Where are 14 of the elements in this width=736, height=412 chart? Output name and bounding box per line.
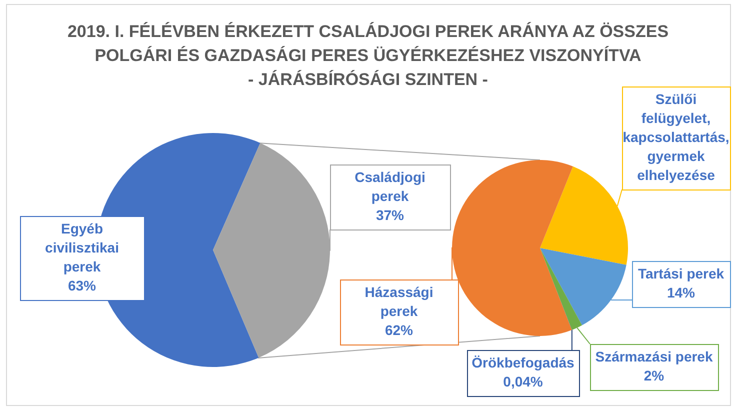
chart-title: 2019. I. FÉLÉVBEN ÉRKEZETT CSALÁDJOGI PEREK ARÁNYA AZ ÖSSZES POLGÁRI ÉS GAZDASÁGI PERES ÜGYÉRKEZÉSHEZ VISZONYÍTVA - JÁRÁSBÍRÓSÁGI SZINTEN - xyxy=(66,21,670,91)
data-label: 0,04% xyxy=(503,373,544,390)
data-label: 2% xyxy=(644,367,665,384)
slice-label: Tartási perek xyxy=(638,265,724,282)
data-label: 14% xyxy=(666,284,696,300)
data-label: 62% xyxy=(384,322,414,338)
slice-label: Örökbefogadás xyxy=(472,354,575,370)
slice-label: Szülői felügyelet, kapcsolattartás, gyermek elhelyezése xyxy=(622,90,730,183)
data-label: 37% xyxy=(376,206,405,223)
slice-label: Egyéb civilisztikai perek xyxy=(45,220,119,274)
slice-label: Házassági perek xyxy=(364,284,434,319)
data-label: 63% xyxy=(68,277,97,294)
slice-label: Származási perek xyxy=(595,348,713,364)
slice-label: Családjogi perek xyxy=(354,168,426,204)
